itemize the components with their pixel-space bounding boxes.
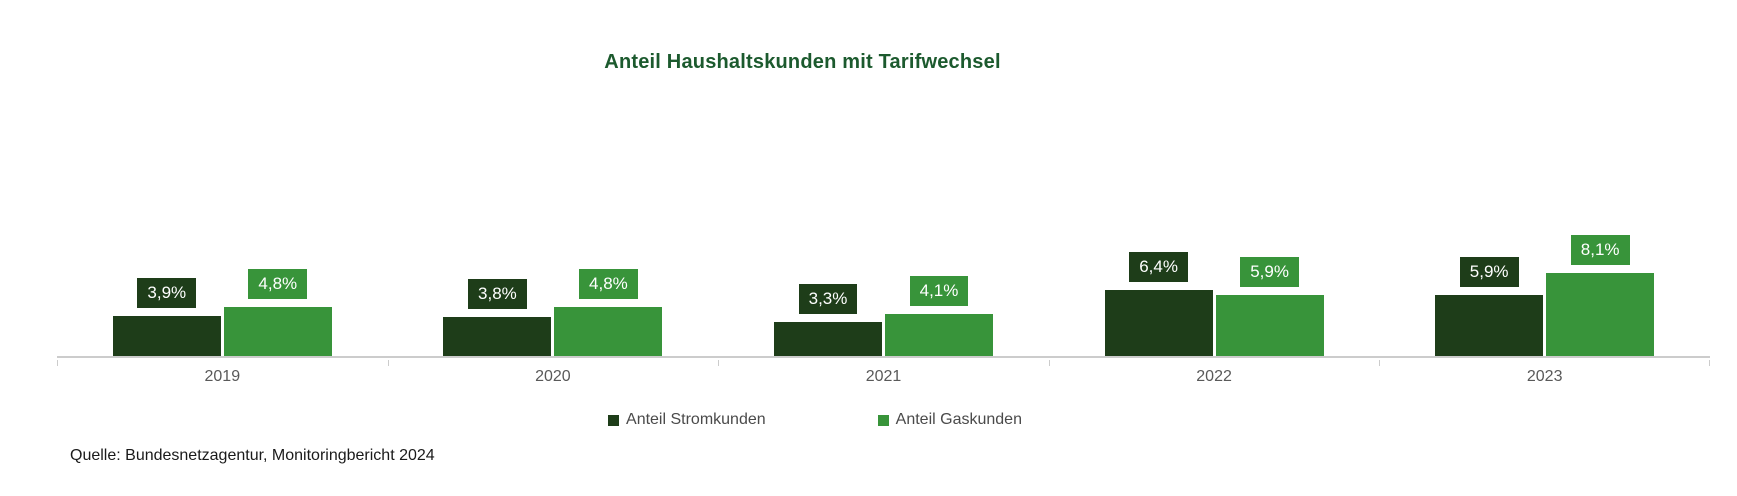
bar-value-label: 8,1% (1570, 234, 1630, 265)
bar-value-label: 3,3% (798, 283, 858, 314)
bar-value-label: 3,8% (468, 278, 527, 309)
bar-gas (554, 306, 663, 356)
legend-item-gaskunden[interactable]: Anteil Gaskunden (877, 411, 1022, 429)
bar-wrap: 3,3% (773, 283, 882, 356)
chart-title: Anteil Haushaltskunden mit Tarifwechsel (604, 51, 1001, 73)
plot-area: 3,9% 4,8% 3,8% 4,8% 3,3% 4,1% 6,4% 5,9% 5,9% 8,1% (57, 118, 1710, 358)
x-axis-ticks (57, 360, 1710, 367)
x-axis-label-2021: 2021 (865, 368, 902, 385)
bar-wrap: 8,1% (1546, 234, 1655, 356)
bar-gas (884, 313, 993, 356)
bar-strom (1104, 290, 1213, 356)
x-axis-label-2022: 2022 (1196, 368, 1232, 385)
x-axis-label-2023: 2023 (1526, 368, 1563, 385)
bar-group-2023: 5,9% 8,1% (1379, 118, 1710, 356)
axis-tick (1379, 360, 1381, 366)
bar-wrap: 3,9% (112, 277, 221, 356)
x-axis-label-2019: 2019 (204, 368, 241, 385)
bar-gas (1546, 272, 1655, 356)
legend-swatch-icon (608, 414, 620, 426)
bar-gas (1215, 295, 1324, 356)
legend-label: Anteil Gaskunden (895, 411, 1022, 428)
bar-value-label: 3,9% (137, 277, 197, 308)
legend-swatch-icon (877, 414, 889, 426)
axis-tick (1048, 360, 1050, 366)
legend: Anteil Stromkunden Anteil Gaskunden (0, 411, 1630, 429)
bar-wrap: 5,9% (1215, 257, 1324, 356)
bar-value-label: 4,1% (909, 275, 969, 306)
bar-value-label: 5,9% (1240, 257, 1299, 288)
bar-group-2019: 3,9% 4,8% (57, 118, 388, 356)
legend-item-stromkunden[interactable]: Anteil Stromkunden (608, 411, 766, 429)
bar-wrap: 4,8% (223, 268, 332, 356)
axis-tick (1709, 360, 1710, 366)
bar-strom (112, 315, 221, 356)
bar-value-label: 4,8% (579, 268, 638, 299)
bar-value-label: 5,9% (1459, 257, 1519, 288)
bar-group-2021: 3,3% 4,1% (718, 118, 1049, 356)
axis-tick (387, 360, 389, 366)
axis-tick (57, 360, 58, 366)
bar-wrap: 6,4% (1104, 252, 1213, 356)
bar-group-2022: 6,4% 5,9% (1049, 118, 1380, 356)
bar-group-2020: 3,8% 4,8% (388, 118, 719, 356)
bar-wrap: 4,1% (884, 275, 993, 356)
x-axis-label-2020: 2020 (535, 368, 571, 385)
bar-gas (223, 306, 332, 356)
source-text: Quelle: Bundesnetzagentur, Monitoringber… (70, 447, 435, 464)
legend-label: Anteil Stromkunden (626, 411, 766, 428)
bar-value-label: 6,4% (1129, 252, 1188, 283)
bar-strom (1435, 295, 1544, 356)
bar-wrap: 3,8% (443, 278, 552, 356)
bar-value-label: 4,8% (248, 268, 308, 299)
axis-tick (718, 360, 720, 366)
bar-wrap: 5,9% (1435, 257, 1544, 356)
bar-strom (443, 316, 552, 356)
title-row: Anteil Haushaltskunden mit Tarifwechsel (0, 51, 1605, 74)
x-axis-labels: 2019 2020 2021 2022 2023 (57, 368, 1710, 386)
bar-strom (773, 322, 882, 356)
bar-wrap: 4,8% (554, 268, 663, 356)
